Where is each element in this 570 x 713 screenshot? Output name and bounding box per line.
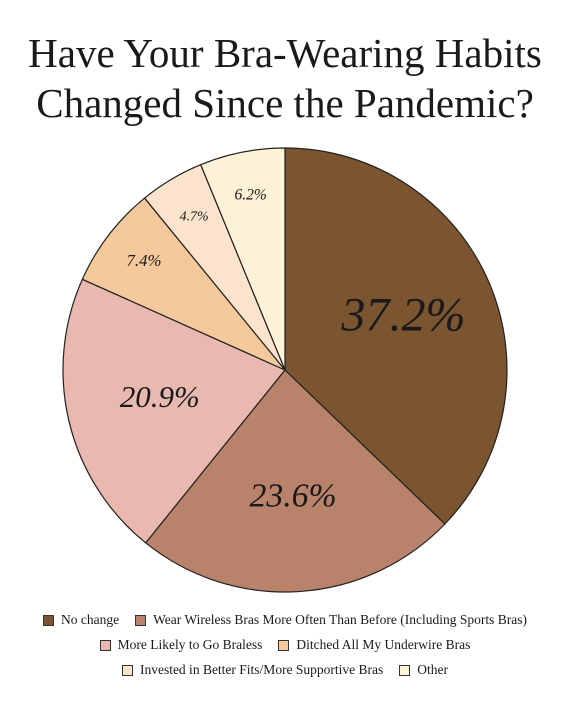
legend-swatch	[121, 664, 133, 676]
pie-slice	[144, 369, 446, 593]
pie-slice	[81, 197, 286, 371]
slice-label: 7.4%	[127, 251, 162, 270]
legend-label: Wear Wireless Bras More Often Than Befor…	[153, 612, 527, 627]
legend-item: Invested in Better Fits/More Supportive …	[121, 662, 384, 678]
slice-label: 6.2%	[234, 186, 266, 203]
legend: No change Wear Wireless Bras More Often T…	[15, 612, 555, 678]
legend-item: Other	[399, 662, 448, 678]
slice-label: 20.9%	[120, 379, 200, 414]
legend-item: Wear Wireless Bras More Often Than Befor…	[135, 612, 527, 628]
legend-item: More Likely to Go Braless	[99, 637, 263, 653]
legend-swatch	[135, 614, 147, 626]
legend-label: Ditched All My Underwire Bras	[296, 637, 471, 652]
slice-label: 4.7%	[180, 210, 209, 225]
legend-swatch	[278, 639, 290, 651]
legend-label: More Likely to Go Braless	[117, 637, 263, 652]
legend-item: No change	[42, 612, 120, 628]
pie-slice	[284, 147, 508, 525]
slice-label: 23.6%	[249, 477, 336, 514]
slice-label: 37.2%	[340, 289, 465, 342]
legend-label: Invested in Better Fits/More Supportive …	[139, 662, 384, 677]
pie-slice	[199, 147, 286, 371]
legend-label: No change	[60, 612, 120, 627]
legend-swatch	[42, 614, 54, 626]
legend-swatch	[399, 664, 411, 676]
legend-item: Ditched All My Underwire Bras	[278, 637, 470, 653]
legend-swatch	[99, 639, 111, 651]
legend-label: Other	[417, 662, 449, 677]
chart-title: Have Your Bra-Wearing Habits Changed Sin…	[28, 30, 542, 126]
